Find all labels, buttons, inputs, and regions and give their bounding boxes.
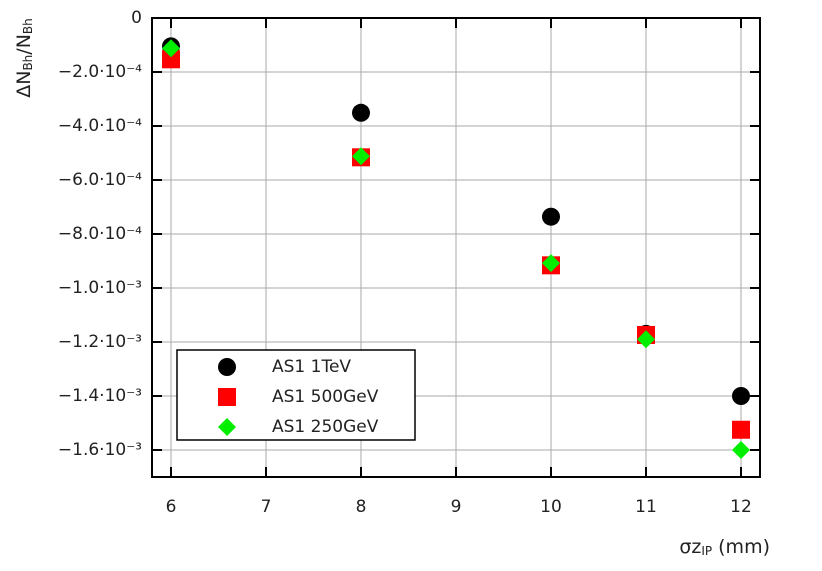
x-axis-title-part: σz [679, 536, 701, 558]
legend-label: AS1 1TeV [272, 357, 351, 377]
y-axis-title-part: ΔN [13, 71, 35, 98]
y-axis-title: ΔNBh/NBh [13, 18, 35, 98]
x-tick-label: 6 [166, 497, 177, 517]
y-axis-title-part: Bh [21, 55, 35, 71]
x-tick-label: 7 [261, 497, 272, 517]
y-tick-label: −2.0·10⁻⁴ [58, 62, 142, 82]
y-tick-label: −8.0·10⁻⁴ [58, 224, 142, 244]
y-axis-title-part: /N [13, 34, 35, 55]
y-tick-label: 0 [131, 8, 142, 28]
point [162, 39, 180, 58]
legend-marker [218, 358, 236, 376]
y-tick-label: −4.0·10⁻⁴ [58, 116, 142, 136]
plot-frame [151, 17, 761, 478]
point [732, 387, 750, 405]
x-axis-title-part: (mm) [712, 536, 770, 558]
point [637, 330, 655, 349]
legend-label: AS1 500GeV [272, 387, 379, 407]
x-tick-label: 9 [451, 497, 462, 517]
x-tick-label: 8 [356, 497, 367, 517]
y-tick-label: −1.4·10⁻³ [58, 386, 142, 406]
point [352, 103, 370, 122]
point [352, 147, 370, 166]
y-tick-label: −1.2·10⁻³ [58, 332, 142, 352]
point [542, 207, 560, 226]
legend-label: AS1 250GeV [272, 417, 379, 437]
x-axis-title-part: IP [701, 544, 712, 558]
x-tick-label: 10 [540, 497, 562, 517]
x-tick-label: 12 [730, 497, 752, 517]
legend-marker [218, 388, 236, 406]
point [542, 254, 560, 273]
y-tick-label: −1.6·10⁻³ [58, 440, 142, 460]
point [732, 441, 750, 459]
point [732, 420, 750, 439]
y-tick-label: −6.0·10⁻⁴ [58, 170, 142, 190]
y-tick-label: −1.0·10⁻³ [58, 278, 142, 298]
y-axis-title-part: Bh [21, 18, 35, 34]
legend-marker [218, 418, 236, 436]
x-axis-title: σzIP (mm) [679, 536, 770, 558]
legend-box [176, 349, 416, 441]
x-tick-label: 11 [635, 497, 657, 517]
point [162, 50, 180, 69]
